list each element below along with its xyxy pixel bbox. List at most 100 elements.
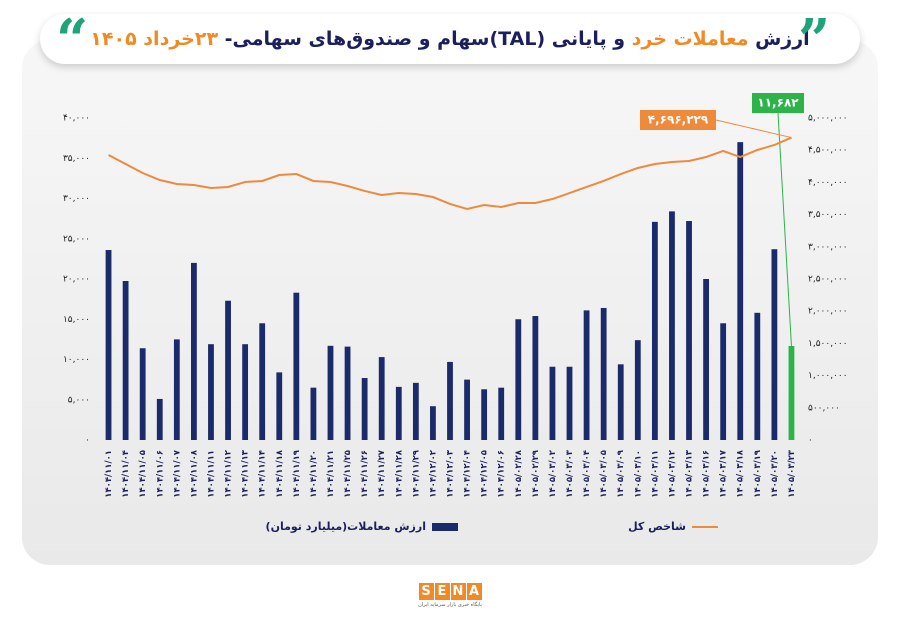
- title-part: ۲۳خرداد ۱۴۰۵: [90, 28, 219, 50]
- chart-panel: [22, 40, 878, 565]
- y-tick-label: ۳۵,۰۰۰: [63, 154, 90, 164]
- x-tick-label: ۱۴۰۴/۱۱/۲۹: [411, 449, 421, 498]
- y2-tick-label: ۴,۵۰۰,۰۰۰: [808, 146, 848, 156]
- x-tick-label: ۱۴۰۴/۱۱/۰۸: [189, 449, 199, 498]
- bar: [361, 378, 368, 440]
- x-tick-label: ۱۴۰۴/۱۱/۲۰: [309, 450, 319, 498]
- bar: [430, 406, 436, 440]
- annotation-box: [640, 110, 716, 130]
- x-tick-label: ۱۴۰۵/۰۳/۲۳: [787, 449, 797, 498]
- x-tick-label: ۱۴۰۴/۱۱/۱۴: [258, 450, 268, 498]
- bar: [686, 221, 692, 440]
- bar: [191, 262, 197, 440]
- bar: [242, 344, 249, 440]
- x-tick-label: ۱۴۰۵/۰۳/۲۰: [770, 450, 780, 498]
- line-series: [108, 136, 792, 211]
- y-tick-label: ۲۵,۰۰۰: [63, 234, 90, 244]
- quote-icon: ”: [798, 7, 831, 73]
- title-part: ارزش: [748, 28, 810, 50]
- x-tick-label: ۱۴۰۴/۱۱/۰۴: [121, 450, 131, 498]
- bar: [447, 361, 453, 440]
- x-tick-label: ۱۴۰۴/۱۱/۰۵: [138, 450, 148, 498]
- title-bar: ارزش معاملات خرد و پایانی (TAL)سهام و صن…: [40, 14, 860, 64]
- bar: [583, 310, 590, 440]
- x-tick-label: ۱۴۰۴/۱۱/۱۲: [224, 449, 234, 498]
- x-tick-label: ۱۴۰۴/۱۲/۰۳: [446, 449, 456, 498]
- quote-icon: “: [56, 7, 89, 73]
- x-tick-label: ۱۴۰۴/۱۱/۰۶: [155, 450, 165, 498]
- bar: [515, 319, 522, 440]
- bar: [293, 292, 300, 440]
- annotation-leader: [715, 119, 792, 139]
- x-tick-label: ۱۴۰۴/۱۱/۲۸: [394, 449, 404, 498]
- bar: [378, 357, 385, 440]
- bar: [156, 398, 163, 440]
- bar: [327, 345, 334, 440]
- y2-tick-label: ۱,۵۰۰,۰۰۰: [808, 339, 848, 349]
- x-tick-label: ۱۴۰۴/۱۲/۰۵: [480, 450, 490, 498]
- data-label: ۱۱,۶۸۲: [757, 96, 799, 110]
- x-tick-label: ۱۴۰۴/۱۲/۰۴: [463, 450, 473, 498]
- legend-label: شاخص کل: [628, 520, 686, 533]
- legend-swatch: [432, 523, 458, 531]
- x-tick-label: ۱۴۰۴/۱۱/۲۷: [377, 449, 387, 498]
- x-tick-label: ۱۴۰۵/۰۳/۰۹: [616, 449, 626, 498]
- y-tick-label: ۱۰,۰۰۰: [63, 355, 90, 365]
- bar: [566, 366, 573, 440]
- bar: [703, 279, 709, 440]
- x-tick-label: ۱۴۰۵/۰۲/۲۹: [531, 449, 541, 498]
- bar: [669, 211, 675, 440]
- bar: [173, 339, 180, 440]
- y-tick-label: ۵,۰۰۰: [68, 395, 90, 405]
- x-tick-label: ۱۴۰۵/۰۳/۰۵: [599, 450, 609, 498]
- bar: [464, 379, 470, 440]
- y2-tick-label: ۵,۰۰۰,۰۰۰: [808, 114, 848, 124]
- bar: [634, 340, 641, 440]
- bar: [754, 312, 761, 440]
- bar: [310, 387, 317, 440]
- bar: [139, 348, 146, 440]
- bar: [481, 389, 488, 440]
- x-tick-label: ۱۴۰۴/۱۱/۱۹: [292, 449, 302, 498]
- bar: [737, 142, 744, 440]
- y-tick-label: ۰: [85, 436, 90, 446]
- bar: [122, 281, 129, 440]
- annotation-box: [752, 93, 804, 113]
- title-part: معاملات خرد: [631, 28, 749, 50]
- x-tick-label: ۱۴۰۴/۱۱/۱۳: [241, 449, 251, 498]
- bar: [651, 221, 658, 440]
- x-tick-label: ۱۴۰۴/۱۱/۰۷: [172, 449, 182, 498]
- y-tick-label: ۴۰,۰۰۰: [63, 114, 90, 124]
- x-tick-label: ۱۴۰۵/۰۳/۰۴: [582, 450, 592, 498]
- legend-label: ارزش معاملات(میلیارد تومان): [266, 520, 426, 533]
- bar: [276, 372, 283, 440]
- x-tick-label: ۱۴۰۴/۱۱/۲۵: [343, 450, 353, 498]
- y2-tick-label: ۳,۵۰۰,۰۰۰: [808, 210, 848, 220]
- chart-title: ارزش معاملات خرد و پایانی (TAL)سهام و صن…: [90, 28, 809, 50]
- x-tick-label: ۱۴۰۵/۰۳/۱۸: [736, 449, 746, 498]
- bar: [600, 307, 607, 440]
- x-tick-label: ۱۴۰۵/۰۳/۱۲: [667, 449, 677, 498]
- bar: [771, 249, 778, 440]
- bar: [208, 344, 214, 440]
- title-part: و پایانی (TAL)سهام و صندوق‌های سهامی-: [218, 28, 632, 50]
- y-tick-label: ۳۰,۰۰۰: [63, 194, 90, 204]
- x-tick-label: ۱۴۰۵/۰۳/۱۱: [650, 450, 660, 498]
- bar: [395, 386, 402, 440]
- x-tick-label: ۱۴۰۴/۱۲/۰۶: [497, 450, 507, 498]
- bar: [532, 316, 539, 440]
- y2-tick-label: ۰: [808, 436, 813, 446]
- x-tick-label: ۱۴۰۴/۱۱/۰۱: [104, 450, 114, 498]
- y2-tick-label: ۱,۰۰۰,۰۰۰: [808, 371, 848, 381]
- x-tick-label: ۱۴۰۵/۰۲/۲۸: [514, 449, 524, 498]
- y2-tick-label: ۲,۰۰۰,۰۰۰: [808, 307, 848, 317]
- x-tick-label: ۱۴۰۵/۰۳/۱۰: [633, 450, 643, 498]
- y2-tick-label: ۵۰۰,۰۰۰: [808, 403, 840, 413]
- x-tick-label: ۱۴۰۴/۱۱/۲۶: [360, 450, 370, 498]
- bar: [788, 345, 795, 440]
- data-label: ۴,۶۹۶,۲۲۹: [648, 113, 709, 127]
- x-tick-label: ۱۴۰۴/۱۲/۰۲: [428, 449, 438, 498]
